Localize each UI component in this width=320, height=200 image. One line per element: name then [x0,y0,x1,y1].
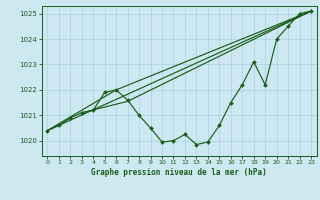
X-axis label: Graphe pression niveau de la mer (hPa): Graphe pression niveau de la mer (hPa) [91,168,267,177]
